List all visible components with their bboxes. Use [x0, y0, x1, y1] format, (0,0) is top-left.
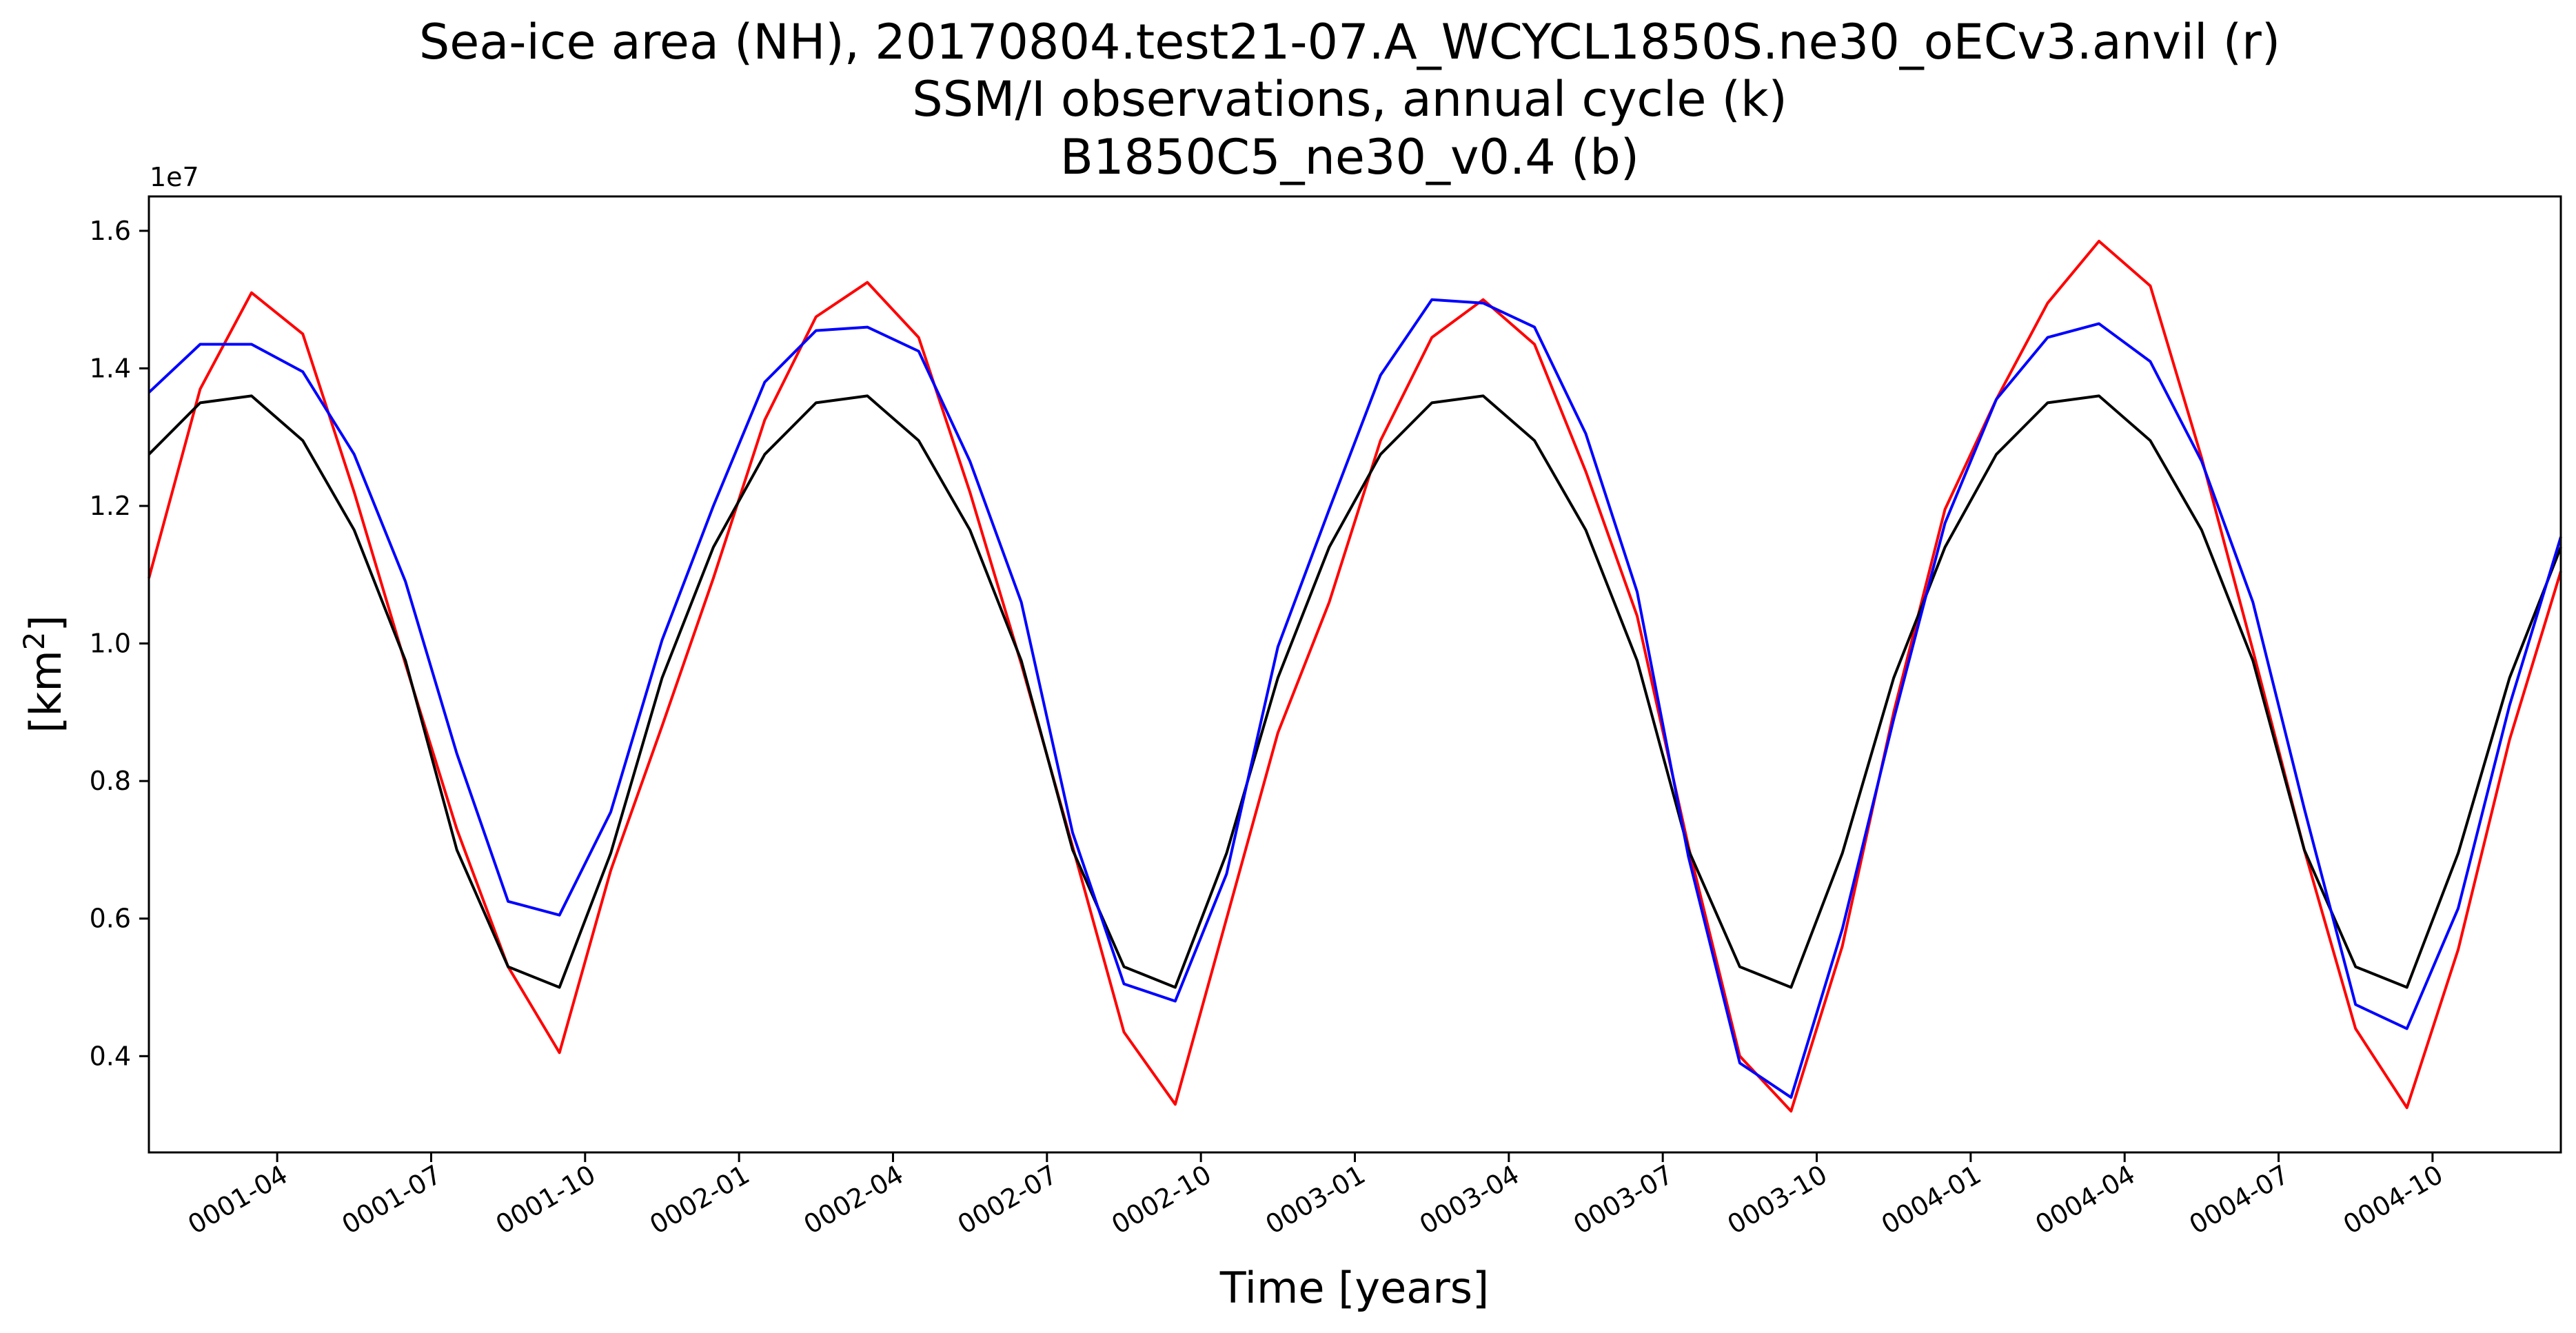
- y-tick-label: 1.6: [90, 216, 131, 246]
- x-tick-label: 0002-07: [953, 1159, 1063, 1240]
- x-tick-label: 0004-04: [2030, 1159, 2140, 1240]
- x-tick-label: 0001-07: [336, 1159, 447, 1240]
- x-tick-label: 0002-10: [1106, 1159, 1217, 1240]
- series-line-0: [148, 239, 2562, 1113]
- x-tick-label: 0002-04: [798, 1159, 909, 1240]
- series-line-2: [148, 298, 2562, 1099]
- x-tick-label: 0003-01: [1260, 1159, 1370, 1240]
- x-tick-label: 0004-10: [2338, 1159, 2448, 1240]
- x-tick-label: 0004-07: [2184, 1159, 2295, 1240]
- y-tick-label: 1.0: [90, 629, 131, 659]
- y-axis-label-sup: 2: [17, 631, 51, 650]
- y-tick-label: 0.8: [90, 766, 131, 796]
- x-tick-label: 0004-01: [1876, 1159, 1987, 1240]
- title-line-2: SSM/I observations, annual cycle (k): [912, 71, 1787, 128]
- x-axis-label: Time [years]: [1219, 1263, 1489, 1313]
- y-axis-ticks: 0.4 0.6 0.8 1.0 1.2 1.4 1.6: [90, 216, 149, 1071]
- x-tick-label: 0001-04: [183, 1159, 293, 1240]
- y-offset-label: 1e7: [150, 162, 199, 192]
- series-line-1: [148, 394, 2562, 989]
- x-tick-label: 0001-10: [491, 1159, 601, 1240]
- y-axis-label-close: ]: [21, 615, 71, 631]
- x-tick-label: 0002-01: [645, 1159, 755, 1240]
- y-tick-label: 1.4: [90, 353, 131, 383]
- x-tick-label: 0003-07: [1568, 1159, 1679, 1240]
- series-layer: [148, 239, 2562, 1113]
- y-axis-label: [km2]: [17, 615, 71, 733]
- title-line-1: Sea-ice area (NH), 20170804.test21-07.A_…: [419, 14, 2280, 70]
- x-tick-label: 0003-04: [1414, 1159, 1525, 1240]
- y-tick-label: 1.2: [90, 491, 131, 521]
- x-axis-ticks: 0001-04 0001-07 0001-10 0002-01 0002-04 0002-…: [183, 1152, 2448, 1240]
- y-tick-label: 0.6: [90, 904, 131, 934]
- plot-frame: [148, 195, 2562, 1154]
- y-tick-label: 0.4: [90, 1041, 131, 1071]
- y-axis-label-text: [km: [21, 650, 71, 733]
- x-tick-label: 0003-10: [1723, 1159, 1833, 1240]
- chart-title: Sea-ice area (NH), 20170804.test21-07.A_…: [419, 14, 2280, 185]
- title-line-3: B1850C5_ne30_v0.4 (b): [1060, 129, 1639, 185]
